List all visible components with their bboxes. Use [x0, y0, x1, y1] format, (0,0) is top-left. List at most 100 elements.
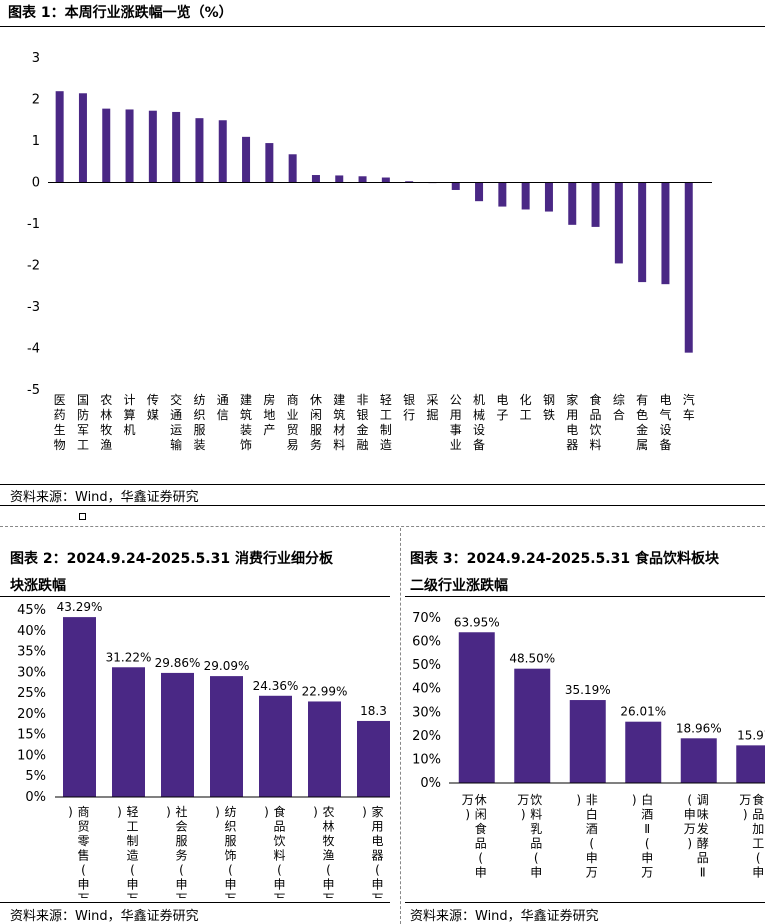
fig2-title-line2: 块涨跌幅 — [10, 578, 66, 594]
fig1-category-label: 综合 — [613, 393, 625, 422]
fig1-category-label: 休闲服务 — [310, 393, 322, 452]
fig1-y-tick: -4 — [27, 342, 40, 357]
fig3-value-label: 15.97 — [737, 728, 765, 742]
fig1-bar — [55, 91, 64, 183]
fig1-chart: 3 2 1 0 -1 -2 -3 -4 -5 医药生物国防军工农林牧渔计算机传媒交通运输纺织服装… — [27, 51, 712, 452]
fig1-category-label: 化工 — [520, 393, 532, 422]
fig2-category-label: 食品饮料(申万) — [264, 804, 285, 898]
fig1-category-label: 房地产 — [263, 392, 275, 437]
fig1-category-label: 家用电器 — [566, 392, 578, 452]
fig1-bar — [148, 110, 157, 183]
fig3-bar — [680, 738, 717, 783]
fig2-bar — [357, 720, 390, 797]
fig3-y-tick: 20% — [412, 729, 441, 744]
fig1-bar — [288, 154, 297, 183]
fig2-bar — [161, 672, 194, 797]
fig1-category-label: 公用事业 — [450, 393, 462, 452]
fig3-value-label: 26.01% — [620, 705, 666, 719]
fig1-category-label: 食品饮料 — [590, 392, 602, 452]
column-separator — [400, 528, 401, 924]
fig2-top-rule — [0, 596, 390, 597]
fig3-value-label: 48.50% — [509, 652, 555, 666]
fig3-category-label: 饮料乳品(申万) — [517, 793, 542, 880]
fig3-y-tick: 50% — [412, 658, 441, 673]
fig1-category-label: 汽车 — [683, 392, 695, 422]
fig1-category-label: 商业贸易 — [287, 392, 299, 452]
fig1-bar — [638, 182, 647, 283]
fig3-y-tick: 40% — [412, 682, 441, 697]
fig3-category-label: 调味发酵品 Ⅱ(申万) — [684, 793, 709, 880]
fig1-y-tick: -2 — [27, 259, 40, 274]
fig1-bar — [265, 143, 274, 183]
fig1-bar — [544, 182, 553, 212]
fig1-category-label: 计算机 — [124, 393, 136, 437]
fig3-title-line2: 二级行业涨跌幅 — [410, 578, 508, 594]
fig1-bar — [521, 182, 530, 210]
fig2-bottom-rule — [0, 902, 390, 903]
fig3-bottom-rule — [405, 902, 765, 903]
fig1-category-label: 钢铁 — [543, 393, 555, 422]
fig1-bar — [381, 177, 390, 183]
fig1-category-label: 医药生物 — [54, 393, 66, 452]
fig2-title-line1: 图表 2：2024.9.24-2025.5.31 消费行业细分板 — [10, 551, 333, 567]
fig1-category-label: 交通运输 — [170, 392, 182, 452]
fig2-category-label: 农林牧渔(申万) — [313, 805, 334, 898]
fig2-category-label: 社会服务(申万) — [166, 804, 187, 898]
fig1-category-label: 电子 — [496, 393, 508, 422]
fig1-category-label: 建筑材料 — [333, 393, 345, 452]
fig3-value-label: 18.96% — [676, 721, 722, 735]
fig1-y-tick: -3 — [27, 300, 40, 315]
fig3-source: 资料来源：Wind，华鑫证券研究 — [410, 909, 599, 924]
fig3-category-label: 白酒 Ⅱ (申万) — [632, 792, 653, 880]
fig1-bar — [358, 176, 367, 183]
fig3-top-rule — [405, 596, 765, 597]
fig2-category-label: 家用电器(申万) — [362, 804, 383, 898]
fig1-y-tick: 1 — [32, 134, 40, 149]
fig3-bar — [514, 668, 551, 783]
fig2-value-label: 24.36% — [253, 679, 299, 693]
fig2-y-tick: 45% — [17, 603, 46, 618]
fig3-chart: 70% 60% 50% 40% 30% 20% 10% 0% 63.95% 48.50% 35.1… — [412, 611, 765, 880]
fig2-value-label: 29.09% — [204, 659, 250, 673]
fig2-y-tick: 15% — [17, 728, 46, 743]
fig1-title: 图表 1：本周行业涨跌幅一览（%） — [8, 5, 233, 21]
fig3-category-label: 食品加工(申万) — [739, 792, 764, 880]
fig3-value-label: 63.95% — [454, 615, 500, 629]
fig3-bar — [458, 632, 495, 783]
fig1-bar — [591, 182, 600, 227]
fig1-bar — [568, 182, 577, 225]
fig3-bar — [569, 700, 606, 783]
fig1-bar — [195, 118, 204, 183]
fig1-category-label: 农林牧渔 — [100, 393, 112, 452]
fig1-bar — [102, 108, 111, 183]
fig1-bar — [684, 182, 693, 353]
fig1-bar — [335, 175, 344, 183]
fig1-bar — [614, 182, 623, 264]
fig1-y-tick: -5 — [27, 383, 40, 398]
fig3-category-label: 非白酒(申万) — [576, 793, 597, 880]
fig2-bar — [259, 695, 292, 797]
fig1-category-label: 采掘 — [426, 393, 438, 422]
fig1-bar — [218, 120, 227, 183]
fig2-value-label: 31.22% — [106, 650, 152, 664]
fig1-y-tick: 2 — [32, 93, 40, 108]
fig1-bar — [405, 181, 414, 183]
fig3-bar — [625, 721, 662, 783]
fig1-category-label: 国防军工 — [77, 393, 89, 452]
fig1-bar — [311, 175, 320, 183]
fig3-value-label: 35.19% — [565, 683, 611, 697]
fig1-bar — [242, 136, 251, 183]
fig2-category-label: 纺织服饰(申万) — [215, 805, 236, 898]
section-separator — [0, 526, 765, 527]
fig1-category-label: 轻工制造 — [380, 393, 392, 452]
fig1-y-tick: 3 — [32, 51, 40, 66]
fig3-y-tick: 0% — [420, 776, 441, 791]
fig1-category-label: 银行 — [403, 393, 415, 422]
fig2-y-tick: 40% — [17, 624, 46, 639]
fig2-category-label: 商贸零售(申万) — [68, 804, 89, 898]
fig2-y-tick: 30% — [17, 665, 46, 680]
fig2-y-tick: 20% — [17, 707, 46, 722]
fig2-source: 资料来源：Wind，华鑫证券研究 — [10, 909, 199, 924]
fig1-category-label: 非银金融 — [357, 393, 369, 452]
anchor-marker — [79, 513, 86, 520]
